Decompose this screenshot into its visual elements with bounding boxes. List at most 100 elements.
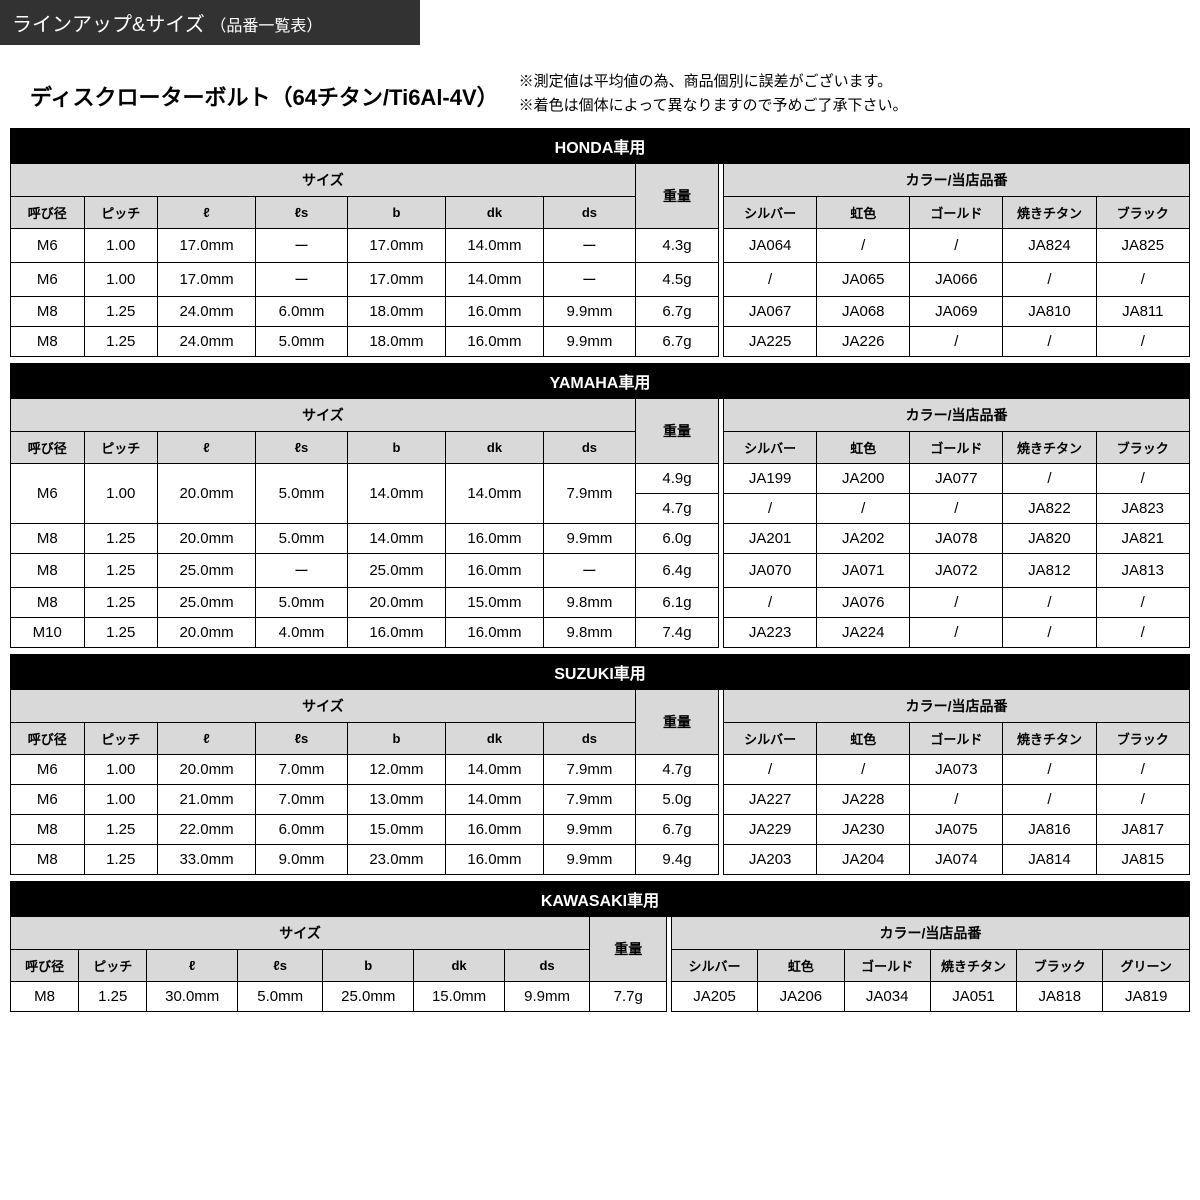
- weight-header: 重量: [635, 164, 718, 229]
- cell: 20.0mm: [158, 524, 256, 554]
- cell: /: [910, 494, 1003, 524]
- col-header: 虹色: [758, 950, 844, 982]
- cell: ー: [256, 229, 348, 263]
- cell: M6: [11, 263, 85, 297]
- cell: JA229: [724, 815, 817, 845]
- cell: JA034: [844, 982, 930, 1012]
- col-header: ブラック: [1017, 950, 1103, 982]
- cell: 20.0mm: [347, 588, 445, 618]
- cell: JA064: [724, 229, 817, 263]
- col-header: ℓ: [158, 723, 256, 755]
- cell: JA078: [910, 524, 1003, 554]
- cell: 6.0g: [635, 524, 718, 554]
- col-header: シルバー: [724, 197, 817, 229]
- cell: JA223: [724, 618, 817, 648]
- cell: JA228: [817, 785, 910, 815]
- cell: 16.0mm: [445, 845, 543, 875]
- cell: 16.0mm: [347, 618, 445, 648]
- table-row: M81.2520.0mm5.0mm14.0mm16.0mm9.9mm6.0gJA…: [11, 524, 1190, 554]
- table-row: M101.2520.0mm4.0mm16.0mm16.0mm9.8mm7.4gJ…: [11, 618, 1190, 648]
- cell: JA071: [817, 554, 910, 588]
- brand-header: YAMAHA車用: [11, 364, 1190, 399]
- col-header: 呼び径: [11, 723, 85, 755]
- cell: JA813: [1096, 554, 1190, 588]
- col-header: シルバー: [724, 723, 817, 755]
- col-header: ゴールド: [844, 950, 930, 982]
- col-header: 焼きチタン: [1003, 432, 1096, 464]
- color-section-header: カラー/当店品番: [724, 690, 1190, 723]
- cell: 24.0mm: [158, 297, 256, 327]
- color-section-header: カラー/当店品番: [724, 164, 1190, 197]
- col-header: 焼きチタン: [930, 950, 1016, 982]
- cell: 21.0mm: [158, 785, 256, 815]
- cell: /: [1003, 464, 1096, 494]
- cell: 1.25: [84, 815, 158, 845]
- col-header: ℓs: [238, 950, 323, 982]
- cell: 17.0mm: [158, 229, 256, 263]
- cell: 5.0mm: [238, 982, 323, 1012]
- col-header: ゴールド: [910, 197, 1003, 229]
- cell: 7.9mm: [543, 755, 635, 785]
- cell: 16.0mm: [445, 524, 543, 554]
- col-header: ℓs: [256, 432, 348, 464]
- cell: JA825: [1096, 229, 1189, 263]
- header-title: ラインアップ&サイズ: [12, 14, 205, 36]
- cell: ー: [543, 229, 635, 263]
- cell: 1.00: [84, 263, 158, 297]
- col-header: ℓ: [158, 197, 256, 229]
- cell: /: [1003, 785, 1096, 815]
- col-header: 焼きチタン: [1003, 723, 1096, 755]
- weight-header: 重量: [590, 917, 667, 982]
- spec-table: YAMAHA車用サイズ重量カラー/当店品番呼び径ピッチℓℓsbdkdsシルバー虹…: [10, 363, 1190, 648]
- cell: 1.00: [84, 785, 158, 815]
- cell: /: [910, 327, 1003, 357]
- cell: JA815: [1096, 845, 1189, 875]
- cell: 9.9mm: [504, 982, 589, 1012]
- cell: /: [817, 755, 910, 785]
- cell: 9.0mm: [256, 845, 348, 875]
- col-header: シルバー: [724, 432, 817, 464]
- cell: /: [1003, 588, 1096, 618]
- weight-header: 重量: [635, 399, 718, 464]
- cell: 6.7g: [635, 327, 718, 357]
- cell: 5.0mm: [256, 588, 348, 618]
- cell: 14.0mm: [445, 785, 543, 815]
- col-header: グリーン: [1103, 950, 1190, 982]
- cell: 16.0mm: [445, 297, 543, 327]
- title-row: ディスクローターボルト（64チタン/Ti6Al-4V） ※測定値は平均値の為、商…: [30, 80, 1200, 118]
- tables-container: HONDA車用サイズ重量カラー/当店品番呼び径ピッチℓℓsbdkdsシルバー虹色…: [0, 128, 1200, 1038]
- table-row: M81.2524.0mm5.0mm18.0mm16.0mm9.9mm6.7gJA…: [11, 327, 1190, 357]
- cell: /: [1096, 464, 1190, 494]
- cell: 1.25: [84, 524, 158, 554]
- cell: JA817: [1096, 815, 1189, 845]
- brand-header: KAWASAKI車用: [11, 882, 1190, 917]
- cell: 15.0mm: [414, 982, 505, 1012]
- cell: 4.7g: [635, 494, 718, 524]
- col-header: b: [347, 197, 445, 229]
- cell: JA066: [910, 263, 1003, 297]
- cell: JA820: [1003, 524, 1096, 554]
- size-section-header: サイズ: [11, 690, 636, 723]
- cell: ー: [256, 263, 348, 297]
- cell: /: [910, 785, 1003, 815]
- cell: 23.0mm: [347, 845, 445, 875]
- cell: /: [817, 229, 910, 263]
- table-row: M81.2522.0mm6.0mm15.0mm16.0mm9.9mm6.7gJA…: [11, 815, 1190, 845]
- cell: ー: [256, 554, 348, 588]
- col-header: b: [347, 723, 445, 755]
- cell: 1.00: [84, 755, 158, 785]
- cell: 6.4g: [635, 554, 718, 588]
- cell: 9.9mm: [543, 815, 635, 845]
- cell: 16.0mm: [445, 327, 543, 357]
- cell: JA051: [930, 982, 1016, 1012]
- cell: 9.9mm: [543, 845, 635, 875]
- cell: 7.0mm: [256, 785, 348, 815]
- cell: JA226: [817, 327, 910, 357]
- cell: 33.0mm: [158, 845, 256, 875]
- cell: 25.0mm: [347, 554, 445, 588]
- cell: 9.8mm: [543, 618, 635, 648]
- cell: JA067: [724, 297, 817, 327]
- brand-header: HONDA車用: [11, 129, 1190, 164]
- cell: /: [724, 588, 817, 618]
- col-header: ℓ: [158, 432, 256, 464]
